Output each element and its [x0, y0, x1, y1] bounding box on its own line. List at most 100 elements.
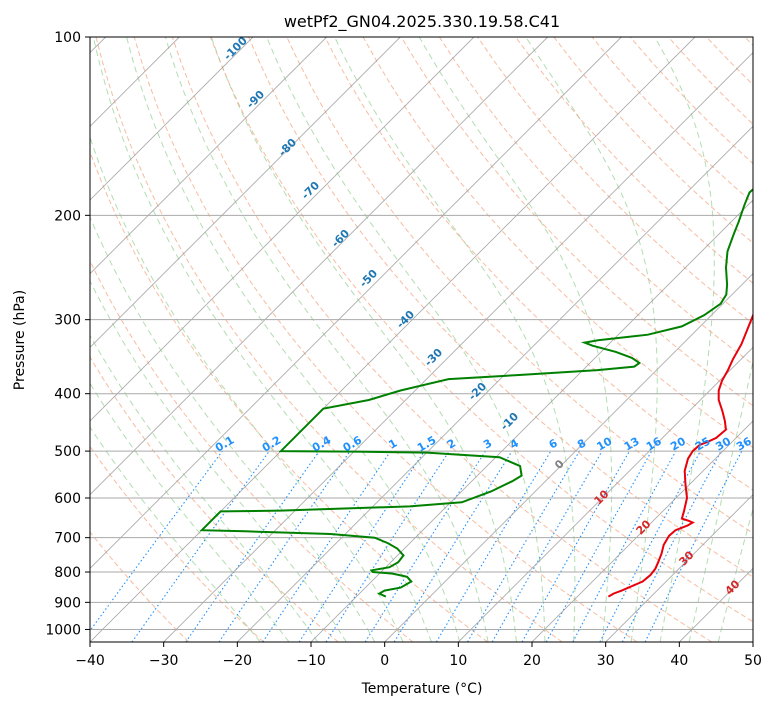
profiles: [199, 188, 753, 598]
mixing-ratio-line: [185, 450, 320, 642]
y-tick-label: 300: [54, 313, 81, 329]
plot-frame: [89, 36, 754, 643]
isotherm-line: [605, 494, 753, 642]
dry-adiabat-line: [90, 150, 488, 642]
mixing-ratio-line: [644, 450, 743, 642]
y-axis-label: Pressure (hPa): [12, 290, 28, 390]
isotherm-line: [384, 273, 753, 642]
dry-adiabat-label: -50: [357, 267, 380, 290]
dry-adiabat-line: [90, 445, 264, 642]
moist-adiabat-line: [90, 135, 404, 642]
y-tick-label: 200: [54, 208, 81, 224]
mixing-ratio-label: 3: [481, 437, 494, 452]
moist-adiabat-line: [688, 358, 753, 642]
y-tick-label: 900: [54, 595, 81, 611]
moist-adiabat-line: [717, 506, 753, 642]
y-tick-label: 700: [54, 531, 81, 547]
x-tick-label: 10: [449, 653, 467, 669]
isotherms: [90, 37, 753, 642]
mixing-ratio-line: [521, 450, 630, 642]
y-tick-label: 1000: [45, 622, 81, 638]
dry-adiabats: [90, 37, 753, 642]
x-tick-label: 30: [597, 653, 615, 669]
moist-adiabat-line: [334, 37, 576, 642]
x-tick-label: −20: [223, 653, 253, 669]
mixing-ratio-label: 6: [547, 436, 560, 451]
dry-adiabat-line: [95, 37, 563, 642]
isotherm-line: [310, 199, 753, 642]
mixing-ratio-line: [435, 450, 552, 642]
mixing-ratio-line: [545, 450, 653, 642]
moist-adiabat-line: [654, 37, 715, 642]
dewpoint-line: [199, 188, 753, 598]
x-tick-label: −40: [75, 653, 105, 669]
dry-adiabat-label: -60: [329, 227, 352, 250]
dry-adiabat-line: [90, 531, 190, 642]
mixing-ratio-label: 1: [386, 437, 399, 452]
mixing-ratio-line: [621, 450, 722, 642]
moist-adiabat-line: [164, 37, 489, 642]
x-tick-label: 40: [670, 653, 688, 669]
moist-adiabat-label: 10: [592, 487, 612, 507]
mixing-ratio-line: [298, 450, 425, 642]
dry-adiabat-line: [438, 37, 753, 366]
y-tick-label: 400: [54, 387, 81, 403]
chart-title: wetPf2_GN04.2025.330.19.58.C41: [284, 12, 560, 32]
y-axis: 1000 900 800 700 600 500 400 300 200 100: [45, 30, 90, 638]
moist-adiabat-line: [90, 426, 261, 642]
mixing-ratio-label: 4: [508, 436, 521, 451]
moist-adiabat-line: [90, 382, 290, 642]
moist-adiabat-line: [418, 37, 613, 642]
dry-adiabat-label: -80: [276, 136, 299, 159]
moist-adiabat-line: [90, 334, 319, 642]
temperature-line: [607, 312, 753, 598]
moist-adiabat-label: 40: [723, 577, 743, 597]
isotherm-line: [90, 37, 254, 201]
moist-adiabat-line: [90, 215, 376, 642]
moist-adiabat-label: 0: [552, 457, 567, 472]
mixing-ratio-line: [90, 450, 223, 632]
dry-adiabat-line: [171, 37, 712, 642]
isotherm-line: [90, 37, 327, 275]
dry-adiabat-line: [324, 37, 753, 491]
mixing-ratio-line: [131, 450, 270, 642]
isotherm-line: [237, 125, 753, 642]
isotherm-line: [90, 37, 696, 642]
dry-adiabat-line: [210, 37, 753, 623]
x-tick-label: −30: [149, 653, 179, 669]
moist-adiabat-line: [92, 37, 432, 642]
isobars: [90, 37, 753, 630]
dry-adiabat-label: -70: [299, 179, 322, 202]
dry-adiabat-label: -40: [394, 308, 417, 331]
y-tick-label: 600: [54, 491, 81, 507]
moist-adiabats: [90, 37, 753, 642]
dry-adiabat-line: [90, 259, 414, 642]
dry-adiabat-line: [515, 37, 753, 284]
dry-adiabat-line: [706, 37, 753, 86]
dry-adiabat-label: -100: [221, 34, 250, 63]
y-tick-label: 800: [54, 565, 81, 581]
isotherm-line: [163, 52, 753, 642]
isotherm-line: [90, 37, 475, 422]
dry-adiabat-label: -90: [244, 88, 267, 111]
dry-adiabat-line: [90, 356, 339, 642]
moist-adiabat-label: 20: [634, 517, 654, 537]
moist-adiabat-line: [126, 37, 461, 642]
y-tick-label: 100: [54, 30, 81, 46]
mixing-ratio-lines: [90, 450, 743, 642]
x-tick-label: 0: [380, 653, 389, 669]
mixing-ratio-line: [325, 450, 450, 642]
y-tick-label: 500: [54, 444, 81, 460]
dry-adiabat-line: [248, 37, 753, 578]
x-axis-label: Temperature (°C): [361, 681, 483, 697]
moist-adiabat-line: [266, 37, 546, 642]
dry-adiabat-line: [400, 37, 753, 407]
x-tick-label: −10: [296, 653, 326, 669]
isotherm-line: [752, 641, 753, 642]
isotherm-line: [531, 420, 753, 642]
mixing-ratio-line: [218, 450, 351, 642]
moist-adiabat-line: [210, 37, 517, 642]
isotherm-line: [90, 37, 548, 496]
dry-adiabat-label: -30: [422, 346, 445, 369]
